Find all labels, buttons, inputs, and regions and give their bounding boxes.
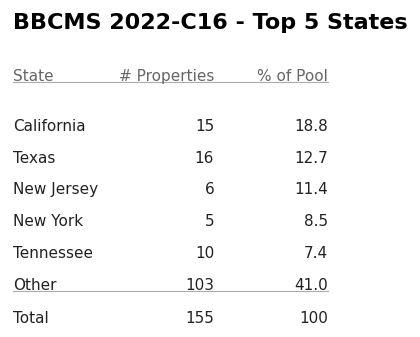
Text: 7.4: 7.4 bbox=[304, 246, 328, 261]
Text: 16: 16 bbox=[195, 151, 214, 165]
Text: California: California bbox=[13, 119, 85, 134]
Text: Texas: Texas bbox=[13, 151, 55, 165]
Text: New Jersey: New Jersey bbox=[13, 182, 98, 197]
Text: 103: 103 bbox=[185, 278, 214, 293]
Text: # Properties: # Properties bbox=[119, 69, 214, 84]
Text: BBCMS 2022-C16 - Top 5 States: BBCMS 2022-C16 - Top 5 States bbox=[13, 13, 407, 33]
Text: 41.0: 41.0 bbox=[294, 278, 328, 293]
Text: 100: 100 bbox=[299, 311, 328, 326]
Text: % of Pool: % of Pool bbox=[257, 69, 328, 84]
Text: 155: 155 bbox=[185, 311, 214, 326]
Text: New York: New York bbox=[13, 214, 83, 229]
Text: Total: Total bbox=[13, 311, 49, 326]
Text: State: State bbox=[13, 69, 53, 84]
Text: 8.5: 8.5 bbox=[304, 214, 328, 229]
Text: 6: 6 bbox=[205, 182, 214, 197]
Text: 10: 10 bbox=[195, 246, 214, 261]
Text: Other: Other bbox=[13, 278, 56, 293]
Text: Tennessee: Tennessee bbox=[13, 246, 93, 261]
Text: 18.8: 18.8 bbox=[294, 119, 328, 134]
Text: 12.7: 12.7 bbox=[294, 151, 328, 165]
Text: 5: 5 bbox=[205, 214, 214, 229]
Text: 15: 15 bbox=[195, 119, 214, 134]
Text: 11.4: 11.4 bbox=[294, 182, 328, 197]
